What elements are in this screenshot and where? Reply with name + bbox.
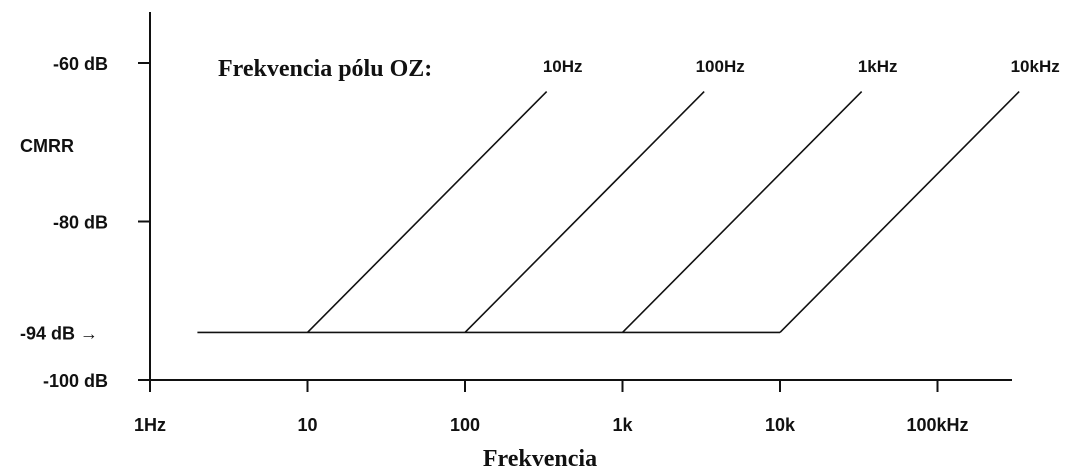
y-tick-label: -100 dB — [43, 371, 108, 391]
y-ticks: -60 dB -80 dB -100 dB — [43, 54, 150, 391]
x-tick-label: 100kHz — [906, 415, 968, 435]
series-line — [622, 90, 1020, 334]
series-label: 1kHz — [858, 57, 898, 76]
series-segment — [464, 90, 705, 334]
x-ticks: 1Hz 10 100 1k 10k 100kHz — [134, 380, 969, 435]
series-lines — [197, 90, 1020, 334]
y-marker-label: -94 dB → — [20, 323, 98, 343]
x-tick-label: 1Hz — [134, 415, 166, 435]
series-segment — [306, 90, 548, 334]
series-line — [197, 90, 548, 334]
x-tick-label: 1k — [612, 415, 633, 435]
series-line — [307, 90, 705, 334]
y-tick-label: -80 dB — [53, 213, 108, 233]
x-axis-label: Frekvencia — [483, 446, 597, 472]
series-label: 10Hz — [543, 57, 583, 76]
series-labels: 10Hz 100Hz 1kHz 10kHz — [543, 57, 1060, 76]
y-tick-label: -60 dB — [53, 54, 108, 74]
series-segment — [779, 90, 1020, 334]
x-tick-label: 100 — [450, 415, 480, 435]
series-label: 10kHz — [1011, 57, 1060, 76]
series-line — [465, 90, 863, 334]
y-axis-label: CMRR — [20, 136, 74, 156]
series-segment — [621, 90, 863, 334]
x-tick-label: 10 — [297, 415, 317, 435]
legend-title: Frekvencia pólu OZ: — [218, 56, 432, 82]
x-tick-label: 10k — [765, 415, 796, 435]
series-label: 100Hz — [696, 57, 745, 76]
